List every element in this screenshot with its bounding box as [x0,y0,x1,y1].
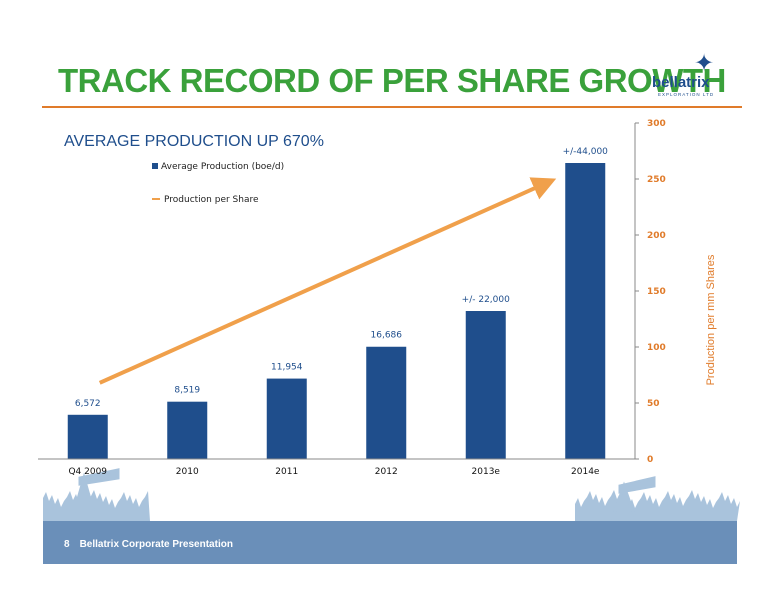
production-per-share-arrow [98,177,557,385]
bar-2 [266,378,307,459]
y2-tick-label-1: 50 [647,399,660,409]
bar-3 [366,346,407,459]
legend-label-line: Production per Share [164,195,259,205]
page-number: 8 [64,539,70,550]
header-rule [42,106,742,108]
pumpjack-icon-left [70,468,120,521]
x-tick-label-5: 2014e [571,467,600,477]
data-label-3: 16,686 [371,331,403,341]
bar-5 [565,163,606,459]
legend-swatch-bars [152,163,158,169]
x-tick-label-1: 2010 [176,467,199,477]
logo-name: bellatrix [652,74,710,91]
bar-4 [465,311,506,459]
data-label-5: +/-44,000 [563,147,609,157]
legend-label-bars: Average Production (boe/d) [161,162,285,172]
footer-title: Bellatrix Corporate Presentation [79,539,233,550]
data-label-1: 8,519 [174,386,200,396]
data-label-4: +/- 22,000 [462,295,510,305]
y2-tick-label-5: 250 [647,175,666,185]
y2-tick-label-0: 0 [647,455,653,465]
tree-silhouette-left [43,490,150,521]
star-icon: ✦ [694,50,715,77]
x-tick-label-2: 2011 [275,467,298,477]
y2-axis-label: Production per mm Shares [705,254,717,386]
data-label-2: 11,954 [271,363,303,373]
y2-tick-label-3: 150 [647,287,666,297]
x-tick-label-0: Q4 2009 [68,467,107,477]
legend-swatch-line [152,198,160,200]
pumpjack-icon-right [610,476,656,521]
footer: 8 Bellatrix Corporate Presentation [64,539,233,550]
tree-silhouette-right [575,490,740,521]
logo-subtitle: EXPLORATION LTD [658,92,715,97]
chart-subtitle: AVERAGE PRODUCTION UP 670% [64,133,324,150]
y2-tick-label-2: 100 [647,343,666,353]
x-tick-label-4: 2013e [472,467,501,477]
page-title: TRACK RECORD OF PER SHARE GROWTH [58,62,726,99]
legend-item-line: Production per Share [152,195,259,205]
company-logo: ✦ bellatrix EXPLORATION LTD [652,52,736,98]
y2-tick-label-6: 300 [647,119,666,129]
footer-bar [43,521,737,564]
bar-1 [167,401,208,459]
data-label-0: 6,572 [75,399,101,409]
y2-tick-label-4: 200 [647,231,666,241]
bar-0 [67,414,108,459]
legend-item-bars: Average Production (boe/d) [152,162,284,172]
x-tick-label-3: 2012 [375,467,398,477]
